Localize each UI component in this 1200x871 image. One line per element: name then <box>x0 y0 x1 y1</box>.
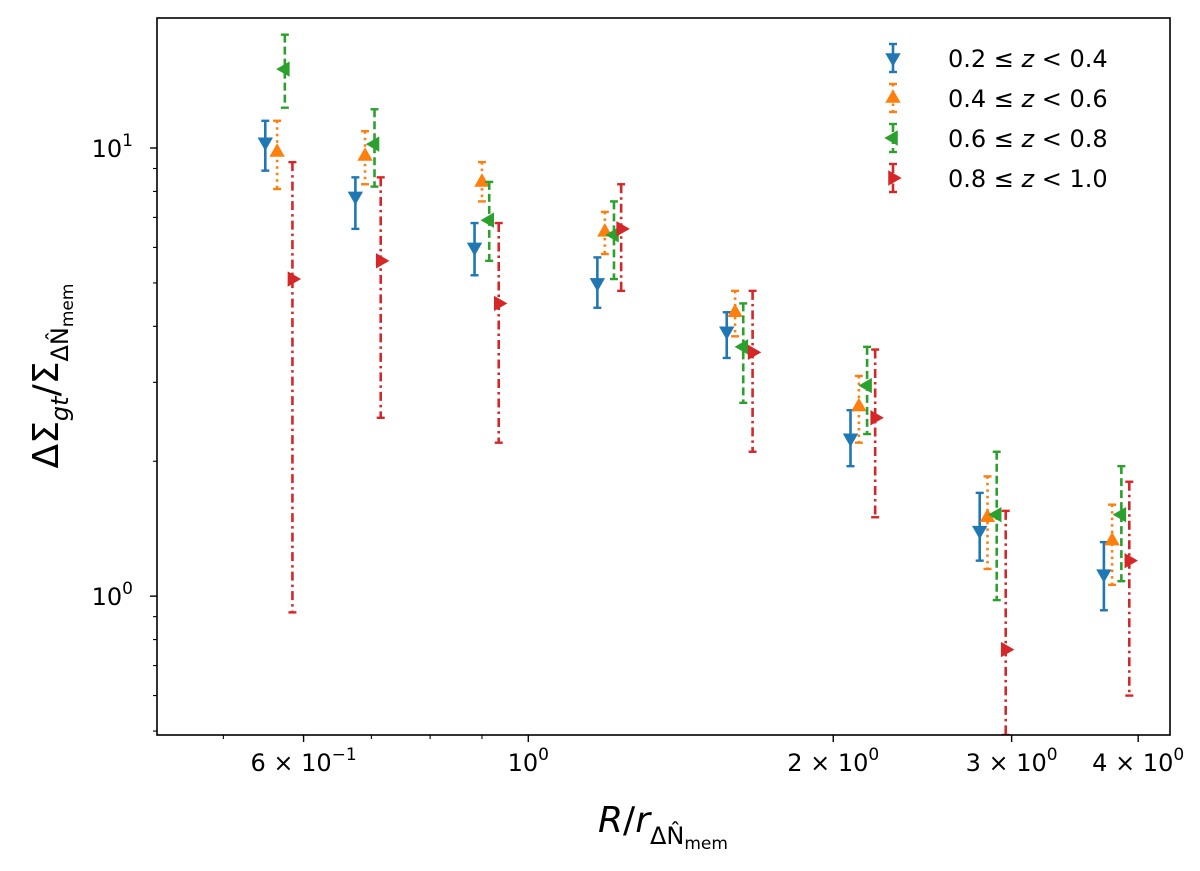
data-point <box>365 136 380 152</box>
legend-marker <box>885 89 901 103</box>
data-point <box>979 508 996 523</box>
plot-frame <box>156 17 1171 736</box>
x-tick-label: 3 × 100 <box>966 745 1058 777</box>
legend-item: 0.2 ≤ z < 0.4 <box>885 42 1108 74</box>
legend-label: 0.4 ≤ z < 0.6 <box>948 85 1108 113</box>
data-point <box>727 303 743 318</box>
data-point <box>589 278 606 292</box>
data-point <box>480 212 494 228</box>
x-axis-title: R/rΔN̂mem <box>598 800 728 854</box>
data-point <box>287 271 302 287</box>
legend-marker <box>888 170 902 186</box>
data-point <box>616 221 630 237</box>
data-point <box>269 143 285 157</box>
data-point <box>1112 506 1127 523</box>
data-point <box>719 326 735 340</box>
data-point <box>842 433 859 447</box>
data-point <box>1000 641 1015 658</box>
data-point <box>375 253 390 269</box>
series-3 <box>287 160 1138 735</box>
data-point <box>257 137 273 151</box>
y-tick-label: 100 <box>92 579 133 611</box>
legend-marker <box>884 130 898 146</box>
legend-item: 0.4 ≤ z < 0.6 <box>885 82 1108 114</box>
legend-label: 0.2 ≤ z < 0.4 <box>948 45 1108 73</box>
y-axis-title: ΔΣgt/ΣΔN̂mem <box>26 284 78 469</box>
series-2 <box>276 33 1127 602</box>
data-layer <box>257 33 1138 735</box>
data-point <box>347 191 364 206</box>
data-point <box>851 397 867 412</box>
data-point <box>988 506 1002 523</box>
x-tick-label: 100 <box>508 745 549 777</box>
data-point <box>605 227 619 243</box>
x-tick-label: 4 × 100 <box>1092 745 1184 777</box>
x-tick-label: 2 × 100 <box>787 745 879 777</box>
y-tick-label: 101 <box>92 131 133 163</box>
data-point <box>1096 569 1112 583</box>
data-point <box>747 344 762 361</box>
data-point <box>971 525 988 540</box>
data-point <box>858 377 872 394</box>
data-point <box>1124 552 1138 569</box>
data-point <box>474 173 490 187</box>
data-point <box>466 242 483 257</box>
data-point <box>1104 531 1120 546</box>
legend: 0.2 ≤ z < 0.4 0.4 ≤ z < 0.6 0.6 ≤ z < 0.8 0… <box>884 42 1108 194</box>
plot-area <box>157 18 1170 735</box>
data-point <box>870 410 884 426</box>
ticks-layer: 6 × 10−1 100 2 × 100 3 × 100 4 × 100 100 101 <box>92 131 1185 777</box>
x-tick-label: 6 × 10−1 <box>250 745 356 777</box>
legend-label: 0.8 ≤ z < 1.0 <box>948 165 1108 193</box>
legend-label: 0.6 ≤ z < 0.8 <box>948 125 1108 153</box>
legend-item: 0.6 ≤ z < 0.8 <box>884 122 1108 154</box>
data-point <box>276 61 290 77</box>
legend-marker <box>885 53 901 67</box>
data-point <box>357 147 373 161</box>
data-point <box>734 339 749 355</box>
data-point <box>493 295 508 312</box>
legend-item: 0.8 ≤ z < 1.0 <box>888 162 1108 194</box>
series-0 <box>257 119 1112 612</box>
